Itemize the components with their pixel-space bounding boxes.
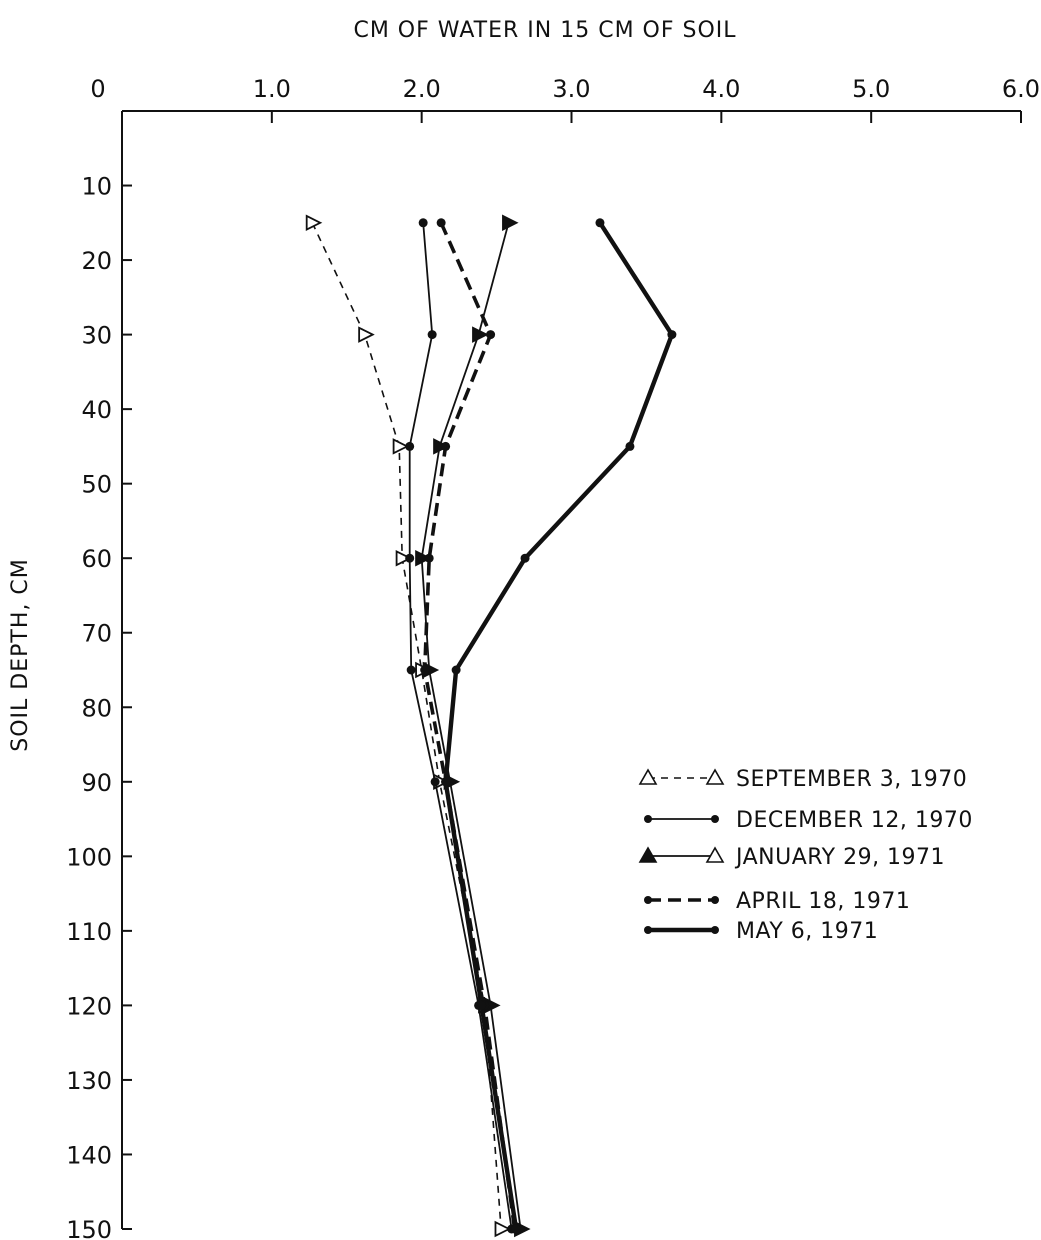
data-point xyxy=(420,665,430,675)
data-point xyxy=(494,1220,512,1238)
legend-label: APRIL 18, 1971 xyxy=(736,889,910,914)
y-tick-label: 100 xyxy=(66,843,112,871)
data-point xyxy=(472,326,489,343)
data-point xyxy=(418,218,428,228)
y-tick-label: 120 xyxy=(66,992,112,1020)
legend-entry: JANUARY 29, 1971 xyxy=(638,845,945,870)
data-point xyxy=(427,330,437,340)
legend-label: DECEMBER 12, 1970 xyxy=(736,808,973,833)
data-point xyxy=(392,438,410,455)
y-tick-label: 10 xyxy=(81,173,112,201)
legend-marker xyxy=(711,815,719,823)
x-tick-label: 6.0 xyxy=(1002,75,1040,103)
y-tick-label: 110 xyxy=(66,918,112,946)
data-point xyxy=(502,214,519,232)
legend-label: SEPTEMBER 3, 1970 xyxy=(736,767,967,792)
legend-entry: SEPTEMBER 3, 1970 xyxy=(638,767,967,792)
x-tick-label: 3.0 xyxy=(552,75,590,103)
x-tick-label: 4.0 xyxy=(702,75,740,103)
data-point xyxy=(436,218,446,228)
legend-marker xyxy=(705,768,725,785)
legend-marker xyxy=(711,926,719,934)
series-layer xyxy=(305,214,677,1238)
x-axis-title: CM OF WATER IN 15 CM OF SOIL xyxy=(353,18,736,43)
data-point xyxy=(405,441,415,451)
data-point xyxy=(406,665,416,675)
series-line xyxy=(408,222,513,1230)
series-line xyxy=(422,222,517,1230)
data-point xyxy=(358,326,375,343)
data-point xyxy=(441,441,451,451)
axes xyxy=(121,110,1021,1229)
data-point xyxy=(405,553,415,563)
legend-marker xyxy=(705,846,725,863)
data-point xyxy=(486,330,496,340)
data-point xyxy=(451,665,461,675)
y-tick-label: 70 xyxy=(81,620,112,648)
series-line xyxy=(311,222,502,1230)
legend-marker xyxy=(644,926,652,934)
series-5 xyxy=(441,218,677,1234)
legend-entry: MAY 6, 1971 xyxy=(644,919,878,944)
data-point xyxy=(305,214,323,232)
series-line xyxy=(443,221,675,1230)
y-tick-label: 50 xyxy=(81,471,112,499)
data-point xyxy=(433,438,450,455)
data-point xyxy=(667,330,677,340)
data-point xyxy=(395,549,413,567)
data-point xyxy=(424,553,434,563)
legend-marker xyxy=(644,815,652,823)
legend-label: JANUARY 29, 1971 xyxy=(734,845,945,870)
series-3 xyxy=(415,214,531,1238)
y-tick-label: 20 xyxy=(81,247,112,275)
y-tick-label: 90 xyxy=(81,769,112,797)
x-tick-label: 1.0 xyxy=(253,75,291,103)
x-tick-label: 2.0 xyxy=(403,75,441,103)
legend-marker xyxy=(638,768,658,785)
y-tick-label: 40 xyxy=(81,396,112,424)
series-1 xyxy=(305,214,512,1238)
legend-marker xyxy=(638,846,658,863)
x-tick-label: 0 xyxy=(90,75,105,103)
y-tick-label: 60 xyxy=(81,545,112,573)
y-tick-label: 80 xyxy=(81,694,112,722)
legend-entry: APRIL 18, 1971 xyxy=(644,889,910,914)
data-point xyxy=(430,777,440,787)
x-tick-label: 5.0 xyxy=(852,75,890,103)
y-tick-label: 30 xyxy=(81,322,112,350)
legend-entry: DECEMBER 12, 1970 xyxy=(644,808,973,833)
data-point xyxy=(511,1224,521,1234)
y-tick-label: 150 xyxy=(66,1216,112,1240)
data-point xyxy=(477,1000,487,1010)
y-axis-ticks: 10 20 30 40 50 60 70 80 90 100 110 120 130 140 150 xyxy=(66,173,132,1240)
data-point xyxy=(595,218,605,228)
legend-marker xyxy=(644,896,652,904)
y-axis-title: SOIL DEPTH, CM xyxy=(8,558,33,751)
data-point xyxy=(415,549,432,567)
legend: SEPTEMBER 3, 1970 DECEMBER 12, 1970 JANUAR… xyxy=(638,767,973,944)
series-2 xyxy=(405,218,517,1234)
data-point xyxy=(441,777,451,787)
data-point xyxy=(625,441,635,451)
y-tick-label: 140 xyxy=(66,1141,112,1169)
legend-marker xyxy=(711,896,719,904)
legend-label: MAY 6, 1971 xyxy=(736,919,878,944)
data-point xyxy=(520,553,530,563)
y-tick-label: 130 xyxy=(66,1067,112,1095)
x-axis-ticks: 0 1.0 2.0 3.0 4.0 5.0 6.0 xyxy=(90,75,1040,123)
series-4 xyxy=(420,218,520,1234)
